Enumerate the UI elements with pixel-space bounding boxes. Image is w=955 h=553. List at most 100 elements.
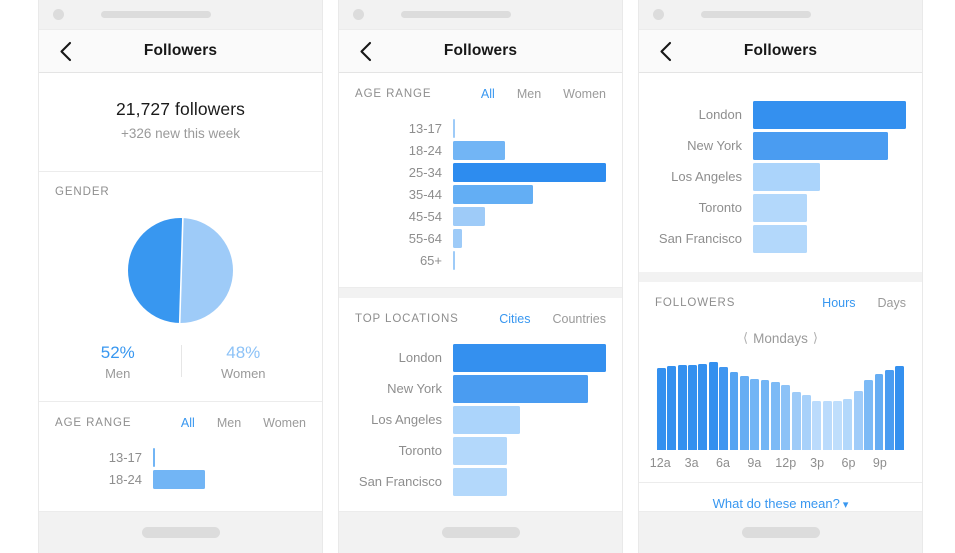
gender-legend: 52% Men 48% Women bbox=[55, 329, 306, 401]
hourly-bar bbox=[719, 367, 729, 450]
age-bar-2-track bbox=[453, 205, 606, 227]
nav-bar-3: Followers bbox=[639, 30, 922, 73]
location-bar-2-bar bbox=[453, 436, 507, 465]
spacer-1 bbox=[39, 506, 322, 511]
home-pill-3[interactable] bbox=[741, 527, 820, 538]
location-bar-2-bar bbox=[453, 467, 507, 496]
hour-tick-label: 3a bbox=[684, 456, 699, 470]
age-bar-1-row: 18-24 bbox=[55, 468, 306, 490]
age-range-section-title-2: AGE RANGE bbox=[355, 88, 432, 100]
hourly-bar bbox=[657, 368, 666, 450]
age-bar-2-row: 25-34 bbox=[355, 161, 606, 183]
age-bar-2-track bbox=[453, 227, 606, 249]
hour-tick-label: 6a bbox=[716, 456, 730, 470]
age-range-card-2: AGE RANGE All Men Women 13-17 18-24 25-34 3… bbox=[339, 73, 622, 288]
followers-activity-card: FOLLOWERS Hours Days ⟨ Mondays ⟩ 12a 3a 6a… bbox=[639, 282, 922, 482]
location-bar-3-row: London bbox=[655, 99, 906, 130]
age-range-section-header-2: AGE RANGE All Men Women bbox=[355, 73, 606, 107]
location-bar-2-bar bbox=[453, 343, 606, 372]
location-bar-2-label: London bbox=[398, 350, 442, 365]
age-bar-2-label: 25-34 bbox=[408, 164, 442, 180]
location-bar-2-bar bbox=[453, 374, 588, 403]
chevron-left-icon bbox=[59, 41, 71, 61]
location-bar-2-track bbox=[453, 342, 606, 373]
what-do-these-mean-link[interactable]: What do these mean? ▾ bbox=[639, 482, 922, 511]
status-dot-3 bbox=[653, 9, 664, 20]
age-bar-2-label: 35-44 bbox=[408, 186, 442, 202]
age-bar-1-bar bbox=[153, 469, 206, 489]
phone-panel-1: Followers 21,727 followers +326 new this… bbox=[38, 0, 323, 553]
location-bar-3-label: London bbox=[698, 107, 742, 122]
location-bar-2-row: New York bbox=[355, 373, 606, 404]
age-range-card-1: AGE RANGE All Men Women 13-17 18-24 bbox=[39, 402, 322, 506]
status-pill-2 bbox=[401, 11, 511, 18]
location-bar-2-row: Toronto bbox=[355, 435, 606, 466]
hourly-bar bbox=[781, 385, 791, 450]
pie-slice-men bbox=[128, 218, 183, 323]
women-percent: 48% bbox=[226, 343, 261, 362]
age-bar-2-row: 18-24 bbox=[355, 139, 606, 161]
age-bar-2-track bbox=[453, 161, 606, 183]
followers-activity-header: FOLLOWERS Hours Days bbox=[655, 282, 906, 316]
back-button[interactable] bbox=[54, 40, 76, 62]
hourly-axis-labels: 12a 3a 6a 9a 12p 3p 6p 9p bbox=[650, 456, 906, 472]
day-selector: ⟨ Mondays ⟩ bbox=[655, 320, 906, 360]
legend-item-women: 48% Women bbox=[180, 343, 307, 381]
location-bar-3-track bbox=[753, 161, 906, 192]
page-title: Followers bbox=[143, 42, 218, 59]
hourly-bar bbox=[770, 381, 780, 450]
section-gap-2 bbox=[339, 288, 622, 298]
screen-content-1: 21,727 followers +326 new this week GEND… bbox=[39, 73, 322, 511]
new-followers-text: +326 new this week bbox=[121, 126, 240, 141]
top-locations-chart-2: London New York Los Angeles Toronto San Fran… bbox=[355, 332, 606, 511]
home-pill-2[interactable] bbox=[441, 527, 520, 538]
hourly-bar bbox=[760, 379, 770, 450]
next-day-button[interactable]: ⟩ bbox=[812, 330, 818, 345]
section-gap-3 bbox=[639, 272, 922, 282]
men-percent: 52% bbox=[100, 343, 135, 362]
followers-activity-chart: ⟨ Mondays ⟩ 12a 3a 6a 9a 12p 3p 6p 9p bbox=[650, 316, 906, 482]
location-bar-3-label: Los Angeles bbox=[671, 169, 742, 184]
hourly-bar bbox=[843, 398, 853, 450]
tab-followers-days[interactable]: Days bbox=[877, 296, 906, 310]
phone-panel-2: Followers AGE RANGE All Men Women 13-17 1… bbox=[338, 0, 623, 553]
age-range-section-header-1: AGE RANGE All Men Women bbox=[55, 402, 306, 436]
tab-age-men-2[interactable]: Men bbox=[516, 87, 542, 101]
tab-locations-cities[interactable]: Cities bbox=[499, 312, 531, 326]
gender-pie-chart bbox=[128, 218, 233, 323]
gender-section-header: GENDER bbox=[55, 172, 306, 204]
location-bar-3-bar bbox=[753, 193, 807, 222]
hourly-bar bbox=[853, 390, 863, 450]
tab-age-all-2[interactable]: All bbox=[480, 87, 495, 101]
chevron-down-icon: ▾ bbox=[842, 499, 849, 511]
nav-bar: Followers bbox=[39, 30, 322, 73]
tab-age-men-1[interactable]: Men bbox=[216, 416, 242, 430]
location-bar-3-label: Toronto bbox=[698, 200, 742, 215]
tab-followers-hours[interactable]: Hours bbox=[822, 296, 856, 310]
prev-day-button[interactable]: ⟨ bbox=[743, 330, 749, 345]
chevron-left-icon bbox=[359, 41, 371, 61]
legend-item-men: 52% Men bbox=[55, 343, 181, 381]
hour-tick-label: 9a bbox=[747, 456, 762, 470]
back-button-3[interactable] bbox=[654, 40, 676, 62]
back-button-2[interactable] bbox=[354, 40, 376, 62]
gender-section-title: GENDER bbox=[55, 186, 110, 198]
phone-panel-3: Followers London New York Los Angeles Toron… bbox=[638, 0, 923, 553]
age-range-tabs-2: All Men Women bbox=[481, 87, 606, 101]
age-bar-2-row: 65+ bbox=[355, 249, 606, 271]
tab-age-all-1[interactable]: All bbox=[180, 416, 195, 430]
tab-age-women-1[interactable]: Women bbox=[263, 416, 306, 430]
hour-tick-label: 3p bbox=[810, 456, 825, 470]
tab-age-women-2[interactable]: Women bbox=[563, 87, 606, 101]
age-bar-2-track bbox=[453, 183, 606, 205]
footer-link-text: What do these mean? bbox=[712, 496, 840, 511]
age-bar-2-row: 55-64 bbox=[355, 227, 606, 249]
men-label: Men bbox=[105, 366, 131, 381]
home-pill-1[interactable] bbox=[141, 527, 220, 538]
women-label: Women bbox=[220, 366, 266, 381]
age-range-tabs-1: All Men Women bbox=[181, 416, 306, 430]
hourly-bar bbox=[791, 392, 801, 450]
age-bar-2-label: 13-17 bbox=[408, 120, 442, 136]
tab-locations-countries[interactable]: Countries bbox=[552, 312, 607, 326]
home-indicator-bar-1 bbox=[39, 511, 322, 553]
